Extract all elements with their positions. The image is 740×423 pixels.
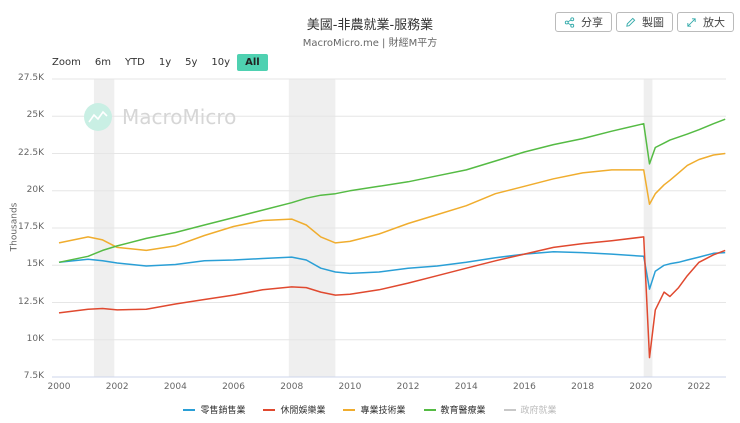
legend-label: 教育醫療業 (440, 406, 486, 416)
x-tick-label: 2014 (454, 382, 478, 392)
series-line[interactable] (58, 152, 726, 252)
x-tick-label: 2006 (222, 382, 245, 392)
chart-actions: 分享 製圖 放大 (555, 12, 734, 32)
x-tick-label: 2010 (338, 382, 362, 392)
legend-swatch (343, 408, 356, 411)
legend-label: 專業技術業 (360, 406, 406, 416)
zoom-10y-button[interactable]: 10y (211, 57, 231, 68)
share-label: 分享 (581, 16, 603, 29)
x-tick-label: 2018 (571, 382, 595, 392)
legend-item-retail[interactable]: 零售銷售業 (183, 403, 245, 416)
x-tick-label: 2002 (105, 382, 129, 392)
chart-title: 美國-非農就業-服務業 (306, 18, 434, 33)
y-tick-label: 25K (26, 110, 44, 121)
x-tick-label: 2012 (396, 382, 420, 392)
legend-item-education-health[interactable]: 教育醫療業 (423, 403, 486, 416)
y-tick-label: 10K (26, 333, 44, 344)
x-tick-label: 2022 (687, 382, 711, 392)
zoom-5y-button[interactable]: 5y (185, 57, 198, 68)
share-button[interactable]: 分享 (555, 12, 612, 32)
legend-swatch (503, 408, 516, 411)
zoom-ytd-button[interactable]: YTD (124, 57, 145, 68)
legend-swatch (263, 408, 276, 411)
series-lines (58, 118, 726, 359)
pencil-icon (626, 17, 636, 27)
y-tick-label: 17.5K (18, 222, 44, 232)
watermark: MacroMicro (84, 103, 236, 131)
watermark-text: MacroMicro (122, 105, 236, 129)
share-icon (564, 16, 575, 28)
zoom-6m-button[interactable]: 6m (94, 57, 111, 68)
chart-subtitle: MacroMicro.me | 財經M平方 (302, 38, 438, 49)
x-tick-label: 2020 (629, 382, 653, 392)
x-tick-label: 2008 (280, 382, 304, 392)
legend-item-government[interactable]: 政府就業 (503, 403, 557, 416)
zoom-range-selector: Zoom 6m YTD 1y 5y 10y All (52, 54, 268, 71)
series-line[interactable] (58, 236, 726, 359)
series-line[interactable] (58, 118, 726, 264)
legend-item-leisure[interactable]: 休閒娛樂業 (263, 403, 325, 416)
legend: 零售銷售業 休閒娛樂業 專業技術業 教育醫療業 政府就業 (0, 403, 740, 416)
y-tick-label: 12.5K (18, 296, 44, 307)
series-line[interactable] (58, 251, 726, 290)
y-tick-label: 22.5K (18, 147, 44, 158)
legend-item-professional[interactable]: 專業技術業 (343, 403, 406, 416)
zoom-all-button[interactable]: All (237, 54, 268, 71)
expand-icon (687, 17, 696, 27)
logo-wave-icon (88, 110, 108, 123)
legend-swatch (423, 408, 436, 411)
legend-label: 零售銷售業 (200, 406, 246, 416)
gridlines (52, 78, 726, 378)
y-axis-title: Thousands (9, 202, 20, 252)
x-tick-label: 2000 (47, 382, 71, 392)
expand-label: 放大 (703, 16, 725, 29)
y-tick-label: 27.5K (18, 73, 44, 83)
draw-button[interactable]: 製圖 (616, 12, 673, 32)
zoom-1y-button[interactable]: 1y (158, 57, 172, 68)
legend-label: 休閒娛樂業 (280, 406, 326, 416)
expand-button[interactable]: 放大 (677, 12, 734, 32)
macromicro-logo-icon (84, 103, 112, 131)
x-tick-label: 2016 (512, 382, 536, 392)
legend-label: 政府就業 (520, 406, 557, 416)
y-tick-label: 20K (26, 184, 44, 195)
y-tick-label: 7.5K (23, 371, 44, 381)
y-tick-label: 15K (26, 259, 44, 270)
x-tick-label: 2004 (163, 382, 187, 392)
draw-label: 製圖 (642, 16, 664, 29)
legend-swatch (183, 408, 196, 411)
zoom-label: Zoom (52, 57, 81, 68)
